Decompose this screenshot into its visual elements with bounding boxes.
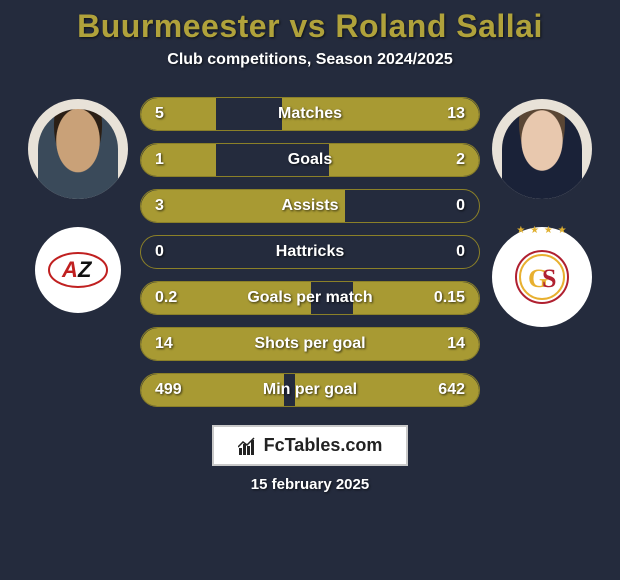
club-left-badge: A Z [35, 227, 121, 313]
stat-row: 5 13 Matches [140, 97, 480, 131]
stat-label: Assists [282, 197, 339, 215]
club-right-badge: ★ ★ ★ ★ G S [492, 227, 592, 327]
player-left-face-icon [38, 109, 118, 199]
page-title: Buurmeester vs Roland Sallai [77, 8, 543, 45]
stat-value-left: 14 [155, 335, 173, 353]
stat-value-left: 0.2 [155, 289, 177, 307]
stat-row: 0 0 Hattricks [140, 235, 480, 269]
az-logo-icon: A Z [48, 252, 108, 288]
right-column: ★ ★ ★ ★ G S [492, 99, 592, 327]
player-right-face-icon [502, 109, 582, 199]
page-subtitle: Club competitions, Season 2024/2025 [167, 51, 452, 69]
player-left-avatar [28, 99, 128, 199]
brand-logo: FcTables.com [212, 425, 409, 466]
chart-icon [238, 436, 258, 456]
stat-value-left: 3 [155, 197, 164, 215]
stat-row: 1 2 Goals [140, 143, 480, 177]
stat-value-right: 2 [456, 151, 465, 169]
main-area: A Z 5 13 Matches 1 2 Goals 3 0 Assists 0 0 Hattrick… [0, 97, 620, 407]
svg-text:S: S [542, 264, 556, 293]
stat-row: 0.2 0.15 Goals per match [140, 281, 480, 315]
stat-value-right: 13 [447, 105, 465, 123]
date-text: 15 february 2025 [251, 476, 369, 493]
svg-text:A: A [61, 257, 78, 282]
stars-icon: ★ ★ ★ ★ [516, 225, 567, 236]
stat-label: Hattricks [276, 243, 344, 261]
brand-text: FcTables.com [264, 435, 383, 456]
stat-value-right: 0 [456, 197, 465, 215]
stat-value-left: 1 [155, 151, 164, 169]
stat-value-left: 499 [155, 381, 182, 399]
stat-value-right: 0 [456, 243, 465, 261]
stat-bar-left [141, 98, 216, 131]
left-column: A Z [28, 99, 128, 313]
svg-text:Z: Z [77, 257, 93, 282]
stat-row: 3 0 Assists [140, 189, 480, 223]
stat-row: 14 14 Shots per goal [140, 327, 480, 361]
stat-label: Matches [278, 105, 342, 123]
stat-label: Goals per match [247, 289, 372, 307]
stat-row: 499 642 Min per goal [140, 373, 480, 407]
stat-label: Min per goal [263, 381, 357, 399]
stat-value-right: 14 [447, 335, 465, 353]
stat-bar-left [141, 144, 216, 177]
stat-value-left: 0 [155, 243, 164, 261]
player-right-avatar [492, 99, 592, 199]
galatasaray-logo-icon: G S [512, 247, 572, 307]
stat-label: Shots per goal [254, 335, 365, 353]
stat-value-right: 642 [438, 381, 465, 399]
stat-label: Goals [288, 151, 332, 169]
footer: FcTables.com 15 february 2025 [212, 425, 409, 493]
stats-panel: 5 13 Matches 1 2 Goals 3 0 Assists 0 0 Hattricks 0.2… [140, 97, 480, 407]
stat-value-left: 5 [155, 105, 164, 123]
stat-value-right: 0.15 [434, 289, 465, 307]
